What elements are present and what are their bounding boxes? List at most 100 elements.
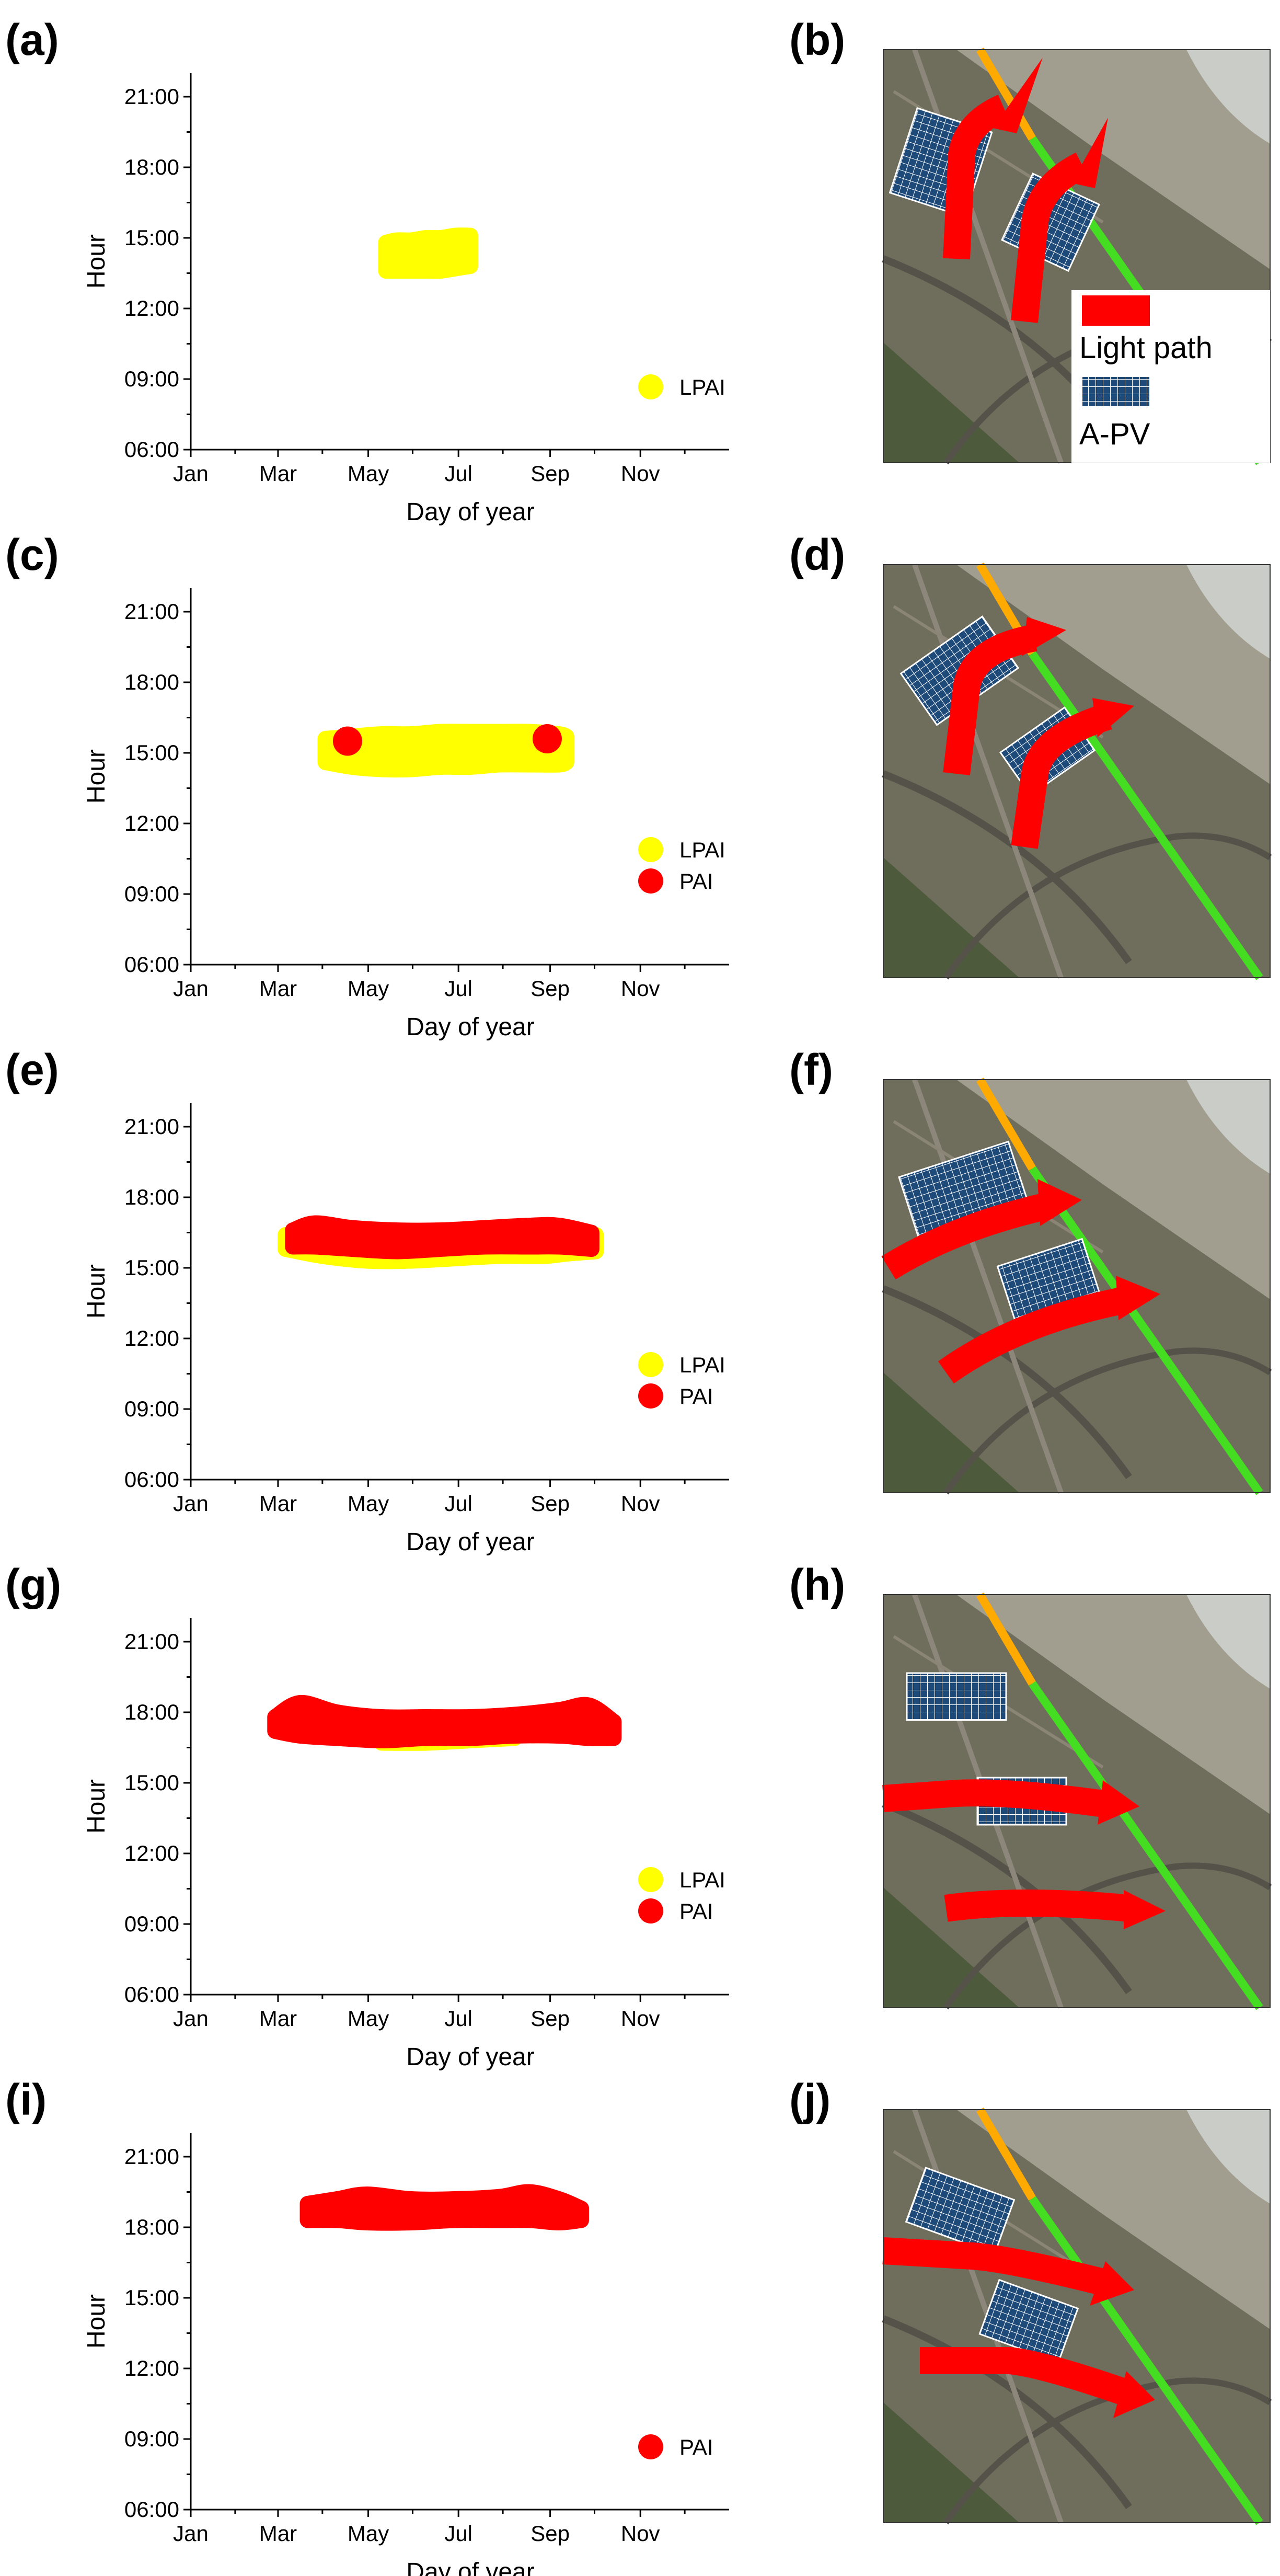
chart-svg-3: 06:00 09:00 12:00 15:00 18:00 21:00 Jan Mar May J… (83, 1618, 729, 2071)
series-band-pai (299, 2184, 590, 2231)
light-path-arrow (943, 95, 1009, 260)
panel-label-chart: (a) (5, 15, 59, 64)
panel-label-map: (h) (789, 1560, 846, 1609)
vegetation-area (883, 342, 1019, 463)
y-tick-label: 06:00 (124, 2497, 179, 2522)
series-band-pai (267, 1695, 622, 1748)
vegetation-area (883, 1887, 1019, 2008)
x-tick-label: Nov (621, 2006, 660, 2031)
x-tick-label: May (348, 2006, 389, 2031)
legend-marker-lpai (638, 374, 663, 399)
panel-label-chart: (g) (5, 1560, 62, 1609)
legend-label: LPAI (679, 1353, 725, 1377)
light-path-arrow (1011, 703, 1112, 849)
x-axis-label: Day of year (406, 1013, 534, 1041)
arrowhead (1116, 1276, 1160, 1320)
y-tick-label: 21:00 (124, 84, 179, 109)
vegetation-area (883, 2402, 1019, 2523)
data-point-pai (532, 724, 562, 753)
y-tick-label: 21:00 (124, 1114, 179, 1139)
x-tick-label: Sep (531, 976, 570, 1001)
map-svg-1 (882, 562, 1272, 980)
y-tick-label: 06:00 (124, 952, 179, 977)
y-tick-label: 21:00 (124, 1629, 179, 1654)
light-path-arrow (944, 1890, 1131, 1922)
green-line (1029, 1166, 1263, 1495)
x-tick-label: Sep (531, 461, 570, 486)
y-axis-label: Hour (83, 749, 110, 804)
x-tick-label: Nov (621, 461, 660, 486)
terminal-building (1186, 2110, 1270, 2204)
legend-light-path-swatch (1082, 295, 1150, 326)
x-tick-label: Mar (259, 461, 297, 486)
x-tick-label: Nov (621, 2521, 660, 2546)
map-svg-4 (882, 2107, 1272, 2525)
chart-svg-2: 06:00 09:00 12:00 15:00 18:00 21:00 Jan Mar May J… (83, 1103, 729, 1556)
y-tick-label: 15:00 (124, 1255, 179, 1280)
y-tick-label: 09:00 (124, 881, 179, 906)
road (882, 1800, 1132, 1995)
road (882, 770, 1132, 965)
legend-label: PAI (679, 1899, 713, 1924)
x-tick-label: Jan (173, 2521, 209, 2546)
arrowhead (1124, 1890, 1166, 1929)
vegetation-area (883, 857, 1019, 978)
orange-line (976, 2107, 1036, 2201)
arrowhead (1071, 118, 1108, 188)
legend-marker-pai (638, 1383, 663, 1409)
apron-area (956, 1080, 1270, 1299)
y-tick-label: 09:00 (124, 1396, 179, 1421)
legend-label: PAI (679, 1384, 713, 1409)
panel-label-chart: (i) (5, 2075, 47, 2124)
x-tick-label: Jul (444, 1491, 472, 1516)
y-tick-label: 18:00 (124, 670, 179, 694)
y-tick-label: 09:00 (124, 2426, 179, 2451)
orange-line (976, 1077, 1036, 1171)
y-axis-label: Hour (83, 234, 110, 289)
y-tick-label: 09:00 (124, 367, 179, 391)
y-tick-label: 12:00 (124, 811, 179, 835)
x-tick-label: Sep (531, 2006, 570, 2031)
terminal-building (1186, 50, 1270, 144)
legend-marker-lpai (638, 1352, 663, 1377)
x-axis-label: Day of year (406, 498, 534, 526)
light-path-arrow (920, 2347, 1128, 2405)
x-tick-label: Jan (173, 461, 209, 486)
orange-line (976, 1592, 1036, 1686)
y-tick-label: 15:00 (124, 225, 179, 250)
x-tick-label: May (348, 2521, 389, 2546)
light-path-arrow (943, 624, 1037, 776)
road (943, 832, 1272, 980)
map-frame (883, 564, 1271, 978)
chart-svg-4: 06:00 09:00 12:00 15:00 18:00 21:00 Jan Mar May J… (83, 2133, 729, 2576)
road (943, 1347, 1272, 1495)
map-svg-3 (882, 1592, 1272, 2010)
apron-area (956, 2110, 1270, 2329)
x-tick-label: May (348, 461, 389, 486)
arrowhead (1022, 617, 1066, 656)
terminal-building (1186, 1595, 1270, 1689)
light-path-arrow (938, 1286, 1132, 1384)
terminal-building (1186, 565, 1270, 659)
light-path-arrow (882, 2237, 1106, 2296)
x-tick-label: Jul (444, 976, 472, 1001)
green-line (1029, 651, 1263, 980)
road (882, 2315, 1132, 2510)
y-axis-label: Hour (83, 1779, 110, 1834)
series-group (317, 724, 574, 778)
y-tick-label: 18:00 (124, 1700, 179, 1724)
pv-panel (906, 1672, 1007, 1721)
panel-label-chart: (c) (5, 530, 59, 579)
y-tick-label: 18:00 (124, 1185, 179, 1209)
panel-label-map: (d) (789, 530, 846, 579)
x-tick-label: Jul (444, 2521, 472, 2546)
y-tick-label: 18:00 (124, 155, 179, 179)
map-svg-2 (881, 1077, 1272, 1495)
y-axis-label: Hour (83, 1264, 110, 1319)
map-frame (883, 2109, 1271, 2523)
y-tick-label: 15:00 (124, 1770, 179, 1795)
panel-label-chart: (e) (5, 1045, 59, 1094)
vegetation-area (883, 1372, 1019, 1493)
road (882, 1285, 1132, 1480)
arrowhead (1037, 1179, 1082, 1226)
